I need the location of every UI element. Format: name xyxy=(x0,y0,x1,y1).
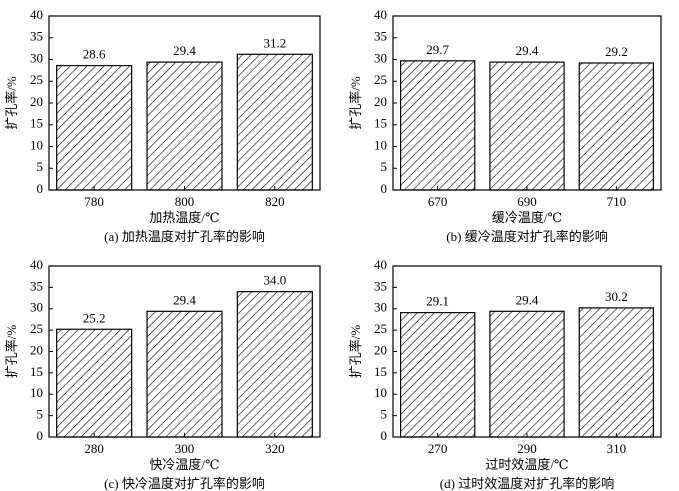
y-tick-label: 0 xyxy=(381,181,388,196)
value-label: 28.6 xyxy=(83,47,106,62)
y-tick-label: 35 xyxy=(30,29,43,44)
x-tick-label: 710 xyxy=(607,194,627,209)
y-axis-label: 扩孔率/% xyxy=(4,325,19,379)
bar xyxy=(578,307,655,438)
value-label: 30.2 xyxy=(605,289,628,304)
value-label: 29.4 xyxy=(516,292,539,307)
x-tick-label: 320 xyxy=(265,441,285,456)
x-tick-label: 670 xyxy=(428,194,448,209)
bar xyxy=(56,328,133,438)
y-tick-label: 40 xyxy=(30,257,43,272)
y-tick-label: 30 xyxy=(30,300,43,315)
value-label: 29.4 xyxy=(173,292,196,307)
value-label: 29.2 xyxy=(605,44,628,59)
y-tick-label: 35 xyxy=(374,278,387,293)
y-tick-label: 5 xyxy=(37,407,44,422)
bar xyxy=(489,61,565,191)
axis-frame xyxy=(392,265,662,438)
bar xyxy=(489,310,565,438)
value-label: 29.4 xyxy=(516,43,539,58)
y-tick-label: 15 xyxy=(30,116,43,131)
x-tick-label: 310 xyxy=(607,441,627,456)
y-tick-label: 5 xyxy=(37,159,44,174)
y-tick-label: 15 xyxy=(30,364,43,379)
y-tick-label: 25 xyxy=(30,72,43,87)
x-tick-label: 280 xyxy=(84,441,104,456)
value-label: 31.2 xyxy=(263,35,286,50)
caption: (d) 过时效温度对扩孔率的影响 xyxy=(440,476,614,491)
value-label: 29.7 xyxy=(426,42,449,57)
caption: (b) 缓冷温度对扩孔率的影响 xyxy=(446,229,607,244)
y-tick-label: 10 xyxy=(30,385,43,400)
y-tick-label: 10 xyxy=(30,137,43,152)
caption: (a) 加热温度对扩孔率的影响 xyxy=(104,229,265,244)
value-label: 29.1 xyxy=(426,294,449,309)
x-tick-label: 820 xyxy=(265,194,285,209)
y-tick-label: 10 xyxy=(374,385,387,400)
axis-frame xyxy=(48,265,321,438)
bar xyxy=(236,53,313,191)
bar xyxy=(146,310,223,438)
caption: (c) 快冷温度对扩孔率的影响 xyxy=(104,476,265,491)
x-axis-label: 过时效温度/℃ xyxy=(485,457,568,472)
x-axis-label: 加热温度/℃ xyxy=(149,210,219,225)
bar xyxy=(236,291,313,438)
y-tick-label: 25 xyxy=(30,321,43,336)
y-tick-label: 20 xyxy=(374,94,387,109)
bar xyxy=(578,62,655,191)
y-tick-label: 35 xyxy=(374,29,387,44)
y-tick-label: 30 xyxy=(374,50,387,65)
y-tick-label: 40 xyxy=(374,257,387,272)
value-label: 29.4 xyxy=(173,43,196,58)
y-tick-label: 0 xyxy=(37,181,44,196)
y-tick-label: 25 xyxy=(374,321,387,336)
x-axis-label: 缓冷温度/℃ xyxy=(492,210,562,225)
x-tick-label: 300 xyxy=(175,441,195,456)
value-label: 25.2 xyxy=(83,310,106,325)
y-tick-label: 30 xyxy=(30,50,43,65)
y-tick-label: 5 xyxy=(381,407,388,422)
x-tick-label: 780 xyxy=(84,194,104,209)
y-tick-label: 40 xyxy=(374,7,387,22)
x-tick-label: 800 xyxy=(175,194,195,209)
x-tick-label: 690 xyxy=(517,194,537,209)
x-tick-label: 290 xyxy=(517,441,537,456)
bar xyxy=(146,61,223,191)
bar xyxy=(56,64,133,191)
y-tick-label: 25 xyxy=(374,72,387,87)
axis-frame xyxy=(48,15,321,191)
axis-frame xyxy=(392,15,662,191)
y-tick-label: 20 xyxy=(374,342,387,357)
y-tick-label: 15 xyxy=(374,364,387,379)
y-tick-label: 20 xyxy=(30,94,43,109)
y-axis-label: 扩孔率/% xyxy=(4,76,19,130)
y-tick-label: 0 xyxy=(381,428,388,443)
y-axis-label: 扩孔率/% xyxy=(348,325,363,379)
y-tick-label: 0 xyxy=(37,428,44,443)
y-tick-label: 5 xyxy=(381,159,388,174)
value-label: 34.0 xyxy=(263,273,286,288)
y-tick-label: 30 xyxy=(374,300,387,315)
y-tick-label: 10 xyxy=(374,137,387,152)
y-axis-label: 扩孔率/% xyxy=(348,76,363,130)
y-tick-label: 40 xyxy=(30,7,43,22)
y-tick-label: 35 xyxy=(30,278,43,293)
y-tick-label: 20 xyxy=(30,342,43,357)
y-tick-label: 15 xyxy=(374,116,387,131)
x-tick-label: 270 xyxy=(428,441,448,456)
bar xyxy=(399,311,476,438)
x-axis-label: 快冷温度/℃ xyxy=(149,457,219,472)
bar xyxy=(399,60,476,191)
